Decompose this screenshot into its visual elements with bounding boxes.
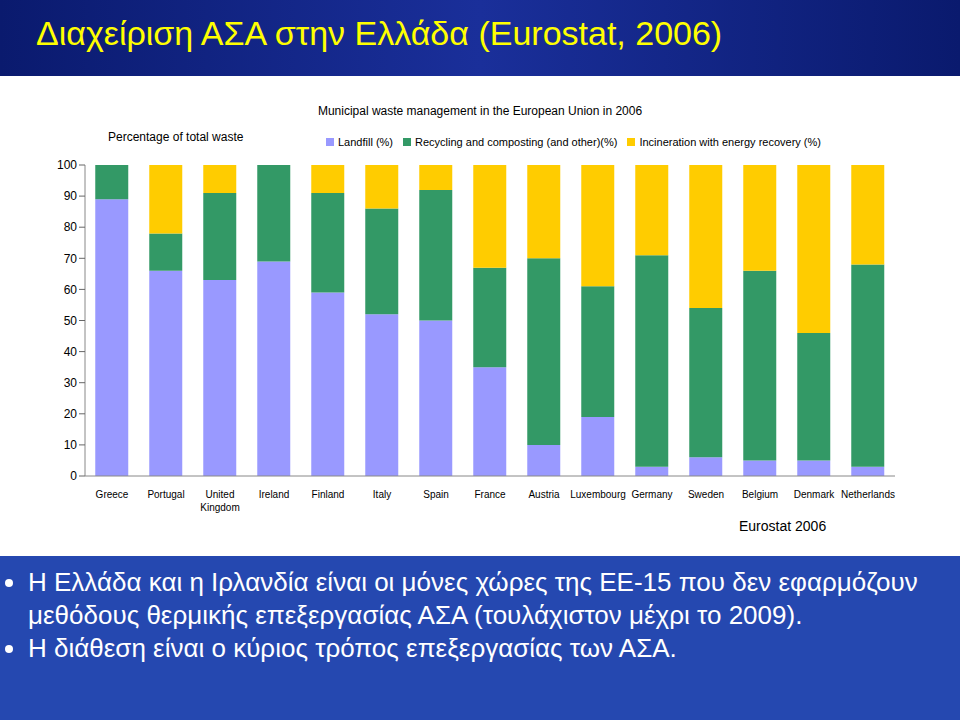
svg-text:Austria: Austria (528, 489, 560, 500)
html-text:Η διάθεση είναι ο κύριος τρόπο: Η διάθεση είναι ο κύριος τρόπος επεξεργα… (28, 633, 677, 663)
svg-text:UnitedKingdom: UnitedKingdom (200, 489, 239, 513)
svg-text:0: 0 (70, 469, 77, 483)
svg-text:90: 90 (64, 189, 78, 203)
svg-text:Spain: Spain (423, 489, 449, 500)
svg-text:60: 60 (64, 283, 78, 297)
svg-text:Finland: Finland (312, 489, 345, 500)
html-text:Incineration with energy recov: Incineration with energy recovery (%) (639, 136, 821, 148)
svg-text:100: 100 (57, 158, 77, 172)
svg-text:80: 80 (64, 220, 78, 234)
svg-text:Greece: Greece (96, 489, 129, 500)
svg-text:Ireland: Ireland (259, 489, 290, 500)
svg-text:Belgium: Belgium (742, 489, 778, 500)
html-text:Eurostat 2006: Eurostat 2006 (739, 518, 827, 534)
svg-text:Portugal: Portugal (147, 489, 184, 500)
svg-text:Luxembourg: Luxembourg (570, 489, 626, 500)
svg-text:10: 10 (64, 438, 78, 452)
svg-text:France: France (474, 489, 506, 500)
svg-text:Denmark: Denmark (794, 489, 836, 500)
svg-text:50: 50 (64, 314, 78, 328)
html-text:Διαχείριση ΑΣΑ στην Ελλάδα (Eu: Διαχείριση ΑΣΑ στην Ελλάδα (Eurostat, 20… (36, 14, 723, 52)
html-text:Municipal waste management in: Municipal waste management in the Europe… (317, 104, 643, 118)
svg-text:70: 70 (64, 252, 78, 266)
svg-text:Sweden: Sweden (688, 489, 724, 500)
svg-text:20: 20 (64, 407, 78, 421)
svg-text:40: 40 (64, 345, 78, 359)
svg-text:Germany: Germany (631, 489, 672, 500)
html-text:Landfill (%): Landfill (%) (338, 136, 393, 148)
svg-text:Netherlands: Netherlands (841, 489, 895, 500)
svg-text:Italy: Italy (373, 489, 391, 500)
svg-text:30: 30 (64, 376, 78, 390)
html-text:Percentage of total waste: Percentage of total waste (108, 130, 244, 144)
html-text:Η Ελλάδα και η Ιρλανδία είναι: Η Ελλάδα και η Ιρλανδία είναι οι μόνες χ… (28, 567, 918, 630)
html-text:Recycling and composting (and: Recycling and composting (and other)(%) (415, 136, 618, 148)
